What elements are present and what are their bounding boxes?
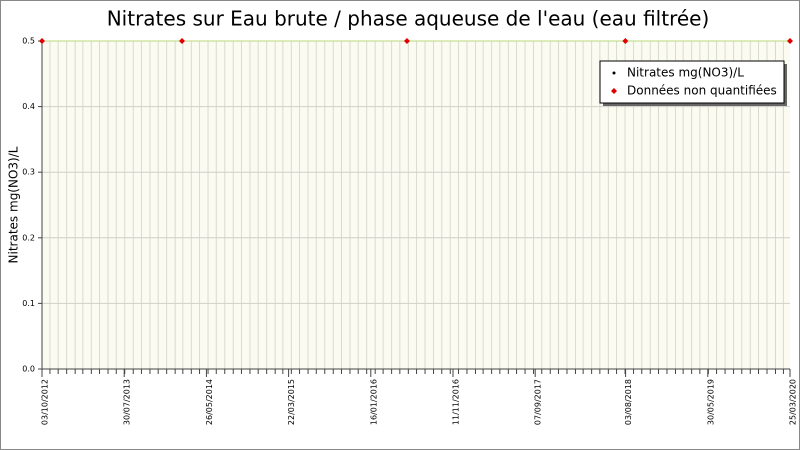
data-point — [179, 38, 186, 44]
data-point — [622, 38, 629, 44]
x-tick-label: 07/09/2017 — [534, 379, 543, 425]
legend — [599, 60, 785, 104]
x-tick-label: 26/05/2014 — [205, 379, 214, 425]
y-axis-label: Nitrates mg(NO3)/L — [7, 146, 21, 263]
legend-marker — [612, 71, 616, 75]
data-point — [403, 38, 410, 44]
legend-label: Nitrates mg(NO3)/L — [627, 66, 744, 80]
x-tick-label: 22/03/2015 — [287, 379, 296, 425]
data-point — [39, 38, 45, 44]
x-tick-label: 25/03/2020 — [789, 379, 798, 425]
chart-title: Nitrates sur Eau brute / phase aqueuse d… — [107, 7, 710, 31]
y-tick-label: 0.5 — [22, 37, 35, 46]
x-tick-label: 03/08/2018 — [624, 379, 633, 425]
x-tick-label: 11/11/2016 — [451, 379, 460, 425]
y-tick-label: 0.0 — [22, 365, 35, 374]
legend-marker — [611, 88, 617, 94]
x-tick-label: 16/01/2016 — [369, 379, 378, 425]
x-tick-label: 30/07/2013 — [123, 379, 132, 425]
y-tick-label: 0.3 — [22, 168, 35, 177]
y-tick-label: 0.2 — [22, 233, 35, 242]
data-point — [787, 38, 793, 44]
y-tick-label: 0.4 — [22, 102, 35, 111]
y-tick-label: 0.1 — [22, 299, 35, 308]
x-tick-label: 03/10/2012 — [41, 379, 50, 425]
legend-label: Données non quantifiées — [627, 84, 777, 98]
x-tick-label: 30/05/2019 — [706, 379, 715, 425]
